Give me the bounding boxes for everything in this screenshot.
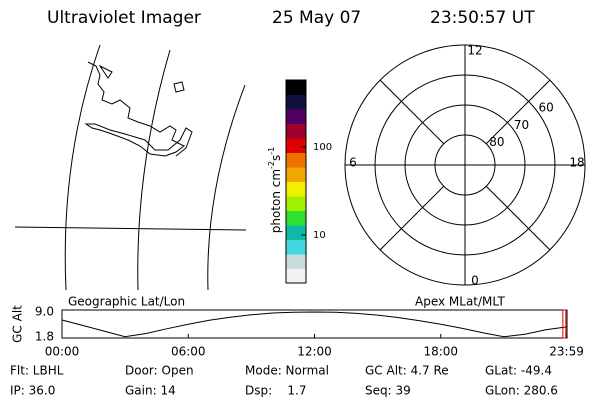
polar-label: Apex MLat/MLT	[415, 295, 505, 309]
colorbar-segment	[286, 239, 306, 255]
colorbar-segment	[286, 254, 306, 269]
instrument-title: Ultraviolet Imager	[47, 8, 201, 28]
grid-line	[14, 226, 247, 231]
polar-spoke	[379, 185, 445, 251]
altitude-line	[61, 311, 567, 338]
colorbar-frame	[285, 79, 307, 284]
info-field: Dsp: 1.7	[245, 384, 307, 398]
label-part: s	[269, 155, 283, 161]
y-tick-label: 9.0	[35, 305, 54, 319]
colorbar-segment	[286, 80, 306, 95]
polar-spoke	[485, 79, 551, 145]
colorbar-segment	[286, 109, 306, 124]
coastline	[98, 64, 185, 93]
polar-spoke	[379, 79, 445, 145]
colorbar-segment	[286, 94, 306, 110]
time: 23:50:57 UT	[430, 8, 535, 28]
x-tick-label: 00:00	[45, 345, 80, 359]
grid-line	[207, 84, 246, 291]
colorbar-segment	[286, 152, 306, 168]
colorbar-segment	[286, 123, 306, 139]
colorbar-segment	[286, 210, 306, 226]
info-field: GC Alt: 4.7 Re	[365, 364, 449, 378]
time-marker	[562, 309, 567, 339]
x-tick-label: 12:00	[297, 345, 332, 359]
colorbar-segment	[286, 268, 306, 284]
colorbar-tick-label: 100	[313, 142, 332, 153]
colorbar-tick-label: 10	[313, 230, 326, 241]
label-part: photon cm	[269, 169, 283, 233]
colorbar-segment	[286, 138, 306, 153]
ring-label: 70	[514, 118, 529, 132]
info-field: Flt: LBHL	[10, 364, 64, 378]
map-panel	[14, 44, 247, 291]
colorbar-segment	[286, 196, 306, 211]
info-field: IP: 36.0	[10, 384, 55, 398]
date: 25 May 07	[272, 8, 361, 28]
mlt-label: 0	[471, 274, 479, 288]
info-field: Mode: Normal	[245, 364, 329, 378]
grid-line	[137, 49, 171, 291]
info-field: Seq: 39	[365, 384, 411, 398]
ring-label: 80	[489, 135, 504, 149]
coastline	[84, 61, 193, 157]
x-tick-label: 18:00	[423, 345, 458, 359]
y-axis-label: GC Alt	[11, 305, 25, 343]
polar-spoke	[485, 185, 551, 251]
colorbar-label: photon cm-2s-1	[267, 147, 283, 234]
mlt-label: 12	[467, 44, 482, 58]
y-tick-label: 1.8	[35, 330, 54, 344]
info-field: GLat: -49.4	[485, 364, 552, 378]
x-tick-label: 06:00	[171, 345, 206, 359]
mlt-label: 6	[349, 156, 357, 170]
x-tick-label: 23:59	[549, 345, 584, 359]
grid-line	[64, 44, 101, 291]
colorbar-segment	[286, 167, 306, 182]
mlt-label: 18	[569, 156, 584, 170]
ring-label: 60	[538, 101, 553, 115]
info-field: Gain: 14	[125, 384, 176, 398]
superscript: -1	[267, 147, 276, 155]
info-panel: Flt: LBHL Door: Open Mode: Normal GC Alt: 4…	[10, 364, 558, 398]
info-field: Door: Open	[125, 364, 194, 378]
superscript: -2	[267, 161, 276, 169]
colorbar-segment	[286, 181, 306, 197]
map-label: Geographic Lat/Lon	[68, 295, 185, 309]
info-field: GLon: 280.6	[485, 384, 558, 398]
strip-frame	[61, 309, 568, 339]
colorbar-segment	[286, 225, 306, 240]
